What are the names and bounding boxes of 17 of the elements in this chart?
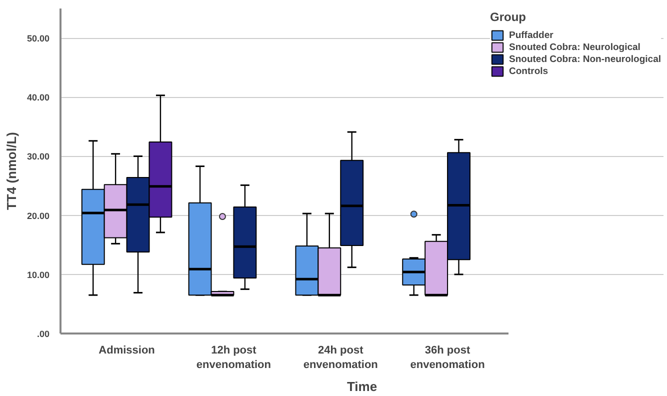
y-tick-label: 50.00 bbox=[26, 34, 50, 44]
x-tick-label: 36h post envenomation bbox=[410, 344, 486, 371]
legend-label: Snouted Cobra: Non-neurological bbox=[509, 54, 661, 64]
y-tick-label: 10.00 bbox=[26, 270, 50, 280]
x-tick-label: 24h post envenomation bbox=[303, 344, 378, 371]
y-tick-label: .00 bbox=[36, 329, 50, 339]
legend-title: Group bbox=[490, 10, 527, 24]
legend-label: Snouted Cobra: Neurological bbox=[509, 42, 640, 52]
y-tick-label: 40.00 bbox=[26, 92, 50, 103]
y-axis-title: TT4 (nmol/L) bbox=[4, 132, 19, 210]
x-tick-label: 12h post envenomation bbox=[196, 344, 272, 371]
legend-label: Puffadder bbox=[509, 30, 554, 40]
y-tick-label: 30.00 bbox=[26, 152, 50, 162]
x-axis-title: Time bbox=[346, 378, 378, 394]
x-tick-label: Admission bbox=[98, 344, 156, 356]
legend-label: Controls bbox=[509, 66, 548, 76]
y-tick-label: 20.00 bbox=[26, 210, 50, 221]
